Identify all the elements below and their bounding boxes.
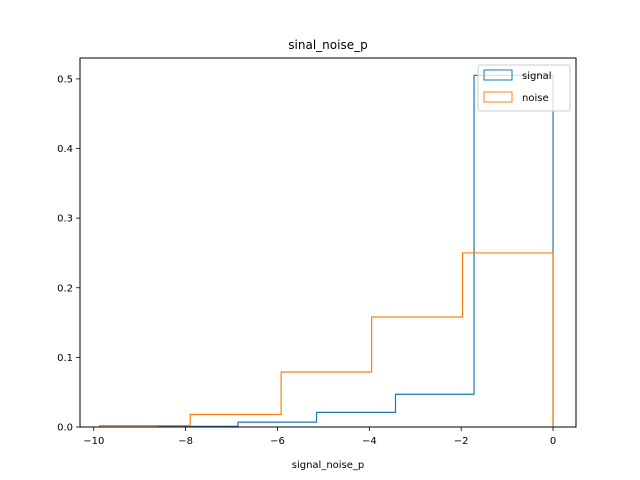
x-tick-label: −6 [270, 436, 285, 447]
chart-title: sinal_noise_p [288, 38, 367, 52]
y-tick-label: 0.0 [57, 423, 73, 434]
series-step-noise [99, 252, 554, 427]
x-tick-label: −10 [83, 436, 104, 447]
y-tick-label: 0.3 [57, 214, 73, 225]
x-axis-ticks: −10 −8 −6 −4 −2 0 [83, 427, 556, 447]
x-tick-label: −4 [362, 436, 377, 447]
legend-swatch-noise [483, 91, 513, 103]
legend-label-noise: noise [522, 93, 549, 104]
y-tick-label: 0.1 [57, 353, 73, 364]
y-axis-ticks: 0.0 0.1 0.2 0.3 0.4 0.5 [57, 74, 80, 434]
plot-frame [79, 57, 577, 428]
series-step-signal [158, 74, 554, 427]
y-tick-label: 0.2 [57, 283, 73, 294]
y-tick-label: 0.5 [57, 74, 73, 85]
legend-label-signal: signal [522, 71, 552, 82]
x-axis-label: signal_noise_p [292, 460, 365, 471]
series-layer [99, 74, 554, 427]
legend-box [477, 64, 571, 112]
legend: signal noise [477, 64, 571, 112]
legend-swatch-signal [483, 69, 513, 81]
x-tick-label: −8 [178, 436, 193, 447]
y-tick-label: 0.4 [57, 144, 73, 155]
x-tick-label: 0 [550, 436, 556, 447]
x-tick-label: −2 [454, 436, 469, 447]
